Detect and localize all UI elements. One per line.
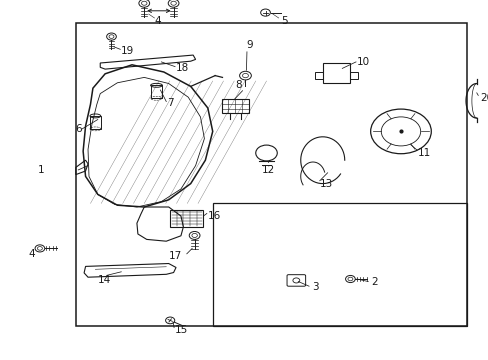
Text: 16: 16 bbox=[207, 211, 221, 221]
Bar bbox=[170, 210, 203, 227]
Bar bbox=[76, 23, 466, 326]
Text: 11: 11 bbox=[417, 148, 430, 158]
Text: 20: 20 bbox=[479, 93, 488, 103]
Text: 3: 3 bbox=[311, 282, 318, 292]
Text: 2: 2 bbox=[371, 276, 378, 287]
Text: 17: 17 bbox=[168, 251, 182, 261]
Bar bbox=[315, 72, 322, 79]
Text: 6: 6 bbox=[75, 124, 82, 134]
Text: 4: 4 bbox=[154, 15, 161, 26]
Bar bbox=[322, 63, 349, 83]
Text: 5: 5 bbox=[281, 15, 287, 26]
Text: 15: 15 bbox=[175, 325, 188, 336]
Text: 4: 4 bbox=[28, 249, 35, 259]
Text: 12: 12 bbox=[261, 165, 274, 175]
Text: 18: 18 bbox=[176, 63, 189, 73]
Text: 1: 1 bbox=[38, 165, 45, 175]
Bar bbox=[212, 203, 466, 326]
Bar bbox=[90, 116, 101, 129]
Text: 13: 13 bbox=[320, 179, 333, 189]
Bar bbox=[150, 85, 162, 98]
Text: 9: 9 bbox=[245, 40, 252, 50]
Bar bbox=[221, 99, 248, 113]
Text: 8: 8 bbox=[235, 80, 242, 90]
Text: 10: 10 bbox=[356, 57, 369, 67]
Text: 14: 14 bbox=[98, 275, 111, 285]
Bar bbox=[349, 72, 358, 79]
Text: 7: 7 bbox=[167, 98, 174, 108]
Text: 19: 19 bbox=[121, 46, 134, 57]
